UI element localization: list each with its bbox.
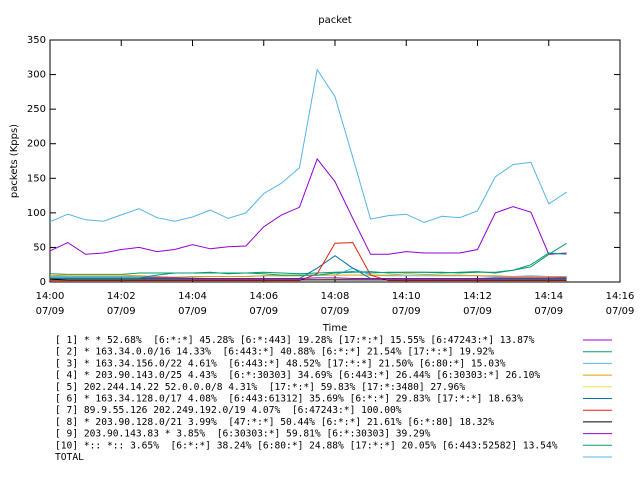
legend-label: [ 3] * 163.34.156.0/22 4.61% [6:443:*] 4… xyxy=(55,358,506,369)
legend-label: TOTAL xyxy=(55,452,84,463)
y-tick-label: 350 xyxy=(27,35,46,46)
y-tick-label: 250 xyxy=(27,104,46,115)
series-line xyxy=(50,242,567,282)
legend-label: [ 2] * 163.34.0.0/16 14.33% [6:443:*] 40… xyxy=(55,347,494,358)
x-tick-label: 14:08 xyxy=(321,291,350,302)
y-tick-label: 50 xyxy=(33,242,46,253)
series-line xyxy=(49,68,567,224)
series-line xyxy=(49,278,567,281)
x-tick-date: 07/09 xyxy=(249,306,278,317)
x-tick-label: 14:16 xyxy=(606,291,635,302)
legend-label: [ 8] * 203.90.128.0/21 3.99% [47:*:*] 50… xyxy=(55,417,494,428)
legend-label: [ 7] 89.9.55.126 202.249.192.0/19 4.07% … xyxy=(55,405,402,416)
x-tick-label: 14:04 xyxy=(178,291,207,302)
x-tick-date: 07/09 xyxy=(392,306,421,317)
legend-label: [10] *:: *:: 3.65% [6:*:*] 38.24% [6:80:… xyxy=(55,440,558,451)
x-tick-label: 14:00 xyxy=(36,291,65,302)
x-tick-date: 07/09 xyxy=(534,306,563,317)
x-axis-label: Time xyxy=(322,323,347,334)
y-tick-label: 300 xyxy=(27,70,46,81)
x-tick-label: 14:12 xyxy=(463,291,492,302)
x-tick-date: 07/09 xyxy=(178,306,207,317)
plot-frame xyxy=(49,39,621,283)
x-tick-date: 07/09 xyxy=(606,306,635,317)
x-tick-date: 07/09 xyxy=(463,306,492,317)
y-axis-label: packets (Kpps) xyxy=(9,124,20,198)
x-tick-label: 14:14 xyxy=(534,291,563,302)
y-tick-label: 200 xyxy=(27,139,46,150)
legend-label: [ 4] * 203.90.143.0/25 4.43% [6:*:30303]… xyxy=(55,370,540,381)
legend-label: [ 9] 203.90.143.83 * 3.85% [6:30303:*] 5… xyxy=(55,429,431,440)
chart-title: packet xyxy=(318,15,352,26)
x-tick-date: 07/09 xyxy=(321,306,350,317)
y-tick-label: 100 xyxy=(27,208,46,219)
x-tick-label: 14:02 xyxy=(107,291,136,302)
series-line xyxy=(49,157,567,255)
y-tick-label: 150 xyxy=(27,173,46,184)
legend-label: [ 1] * * 52.68% [6:*:*] 45.28% [6:*:443]… xyxy=(55,335,535,346)
x-tick-label: 14:06 xyxy=(249,291,278,302)
x-tick-date: 07/09 xyxy=(36,306,65,317)
x-tick-date: 07/09 xyxy=(107,306,136,317)
legend-label: [ 5] 202.244.14.22 52.0.0.0/8 4.31% [17:… xyxy=(55,382,465,393)
y-tick-label: 0 xyxy=(40,277,46,288)
series-line xyxy=(49,252,567,275)
legend-label: [ 6] * 163.34.128.0/17 4.08% [6:443:6131… xyxy=(55,394,523,405)
x-tick-label: 14:10 xyxy=(392,291,421,302)
series-line xyxy=(50,242,567,279)
